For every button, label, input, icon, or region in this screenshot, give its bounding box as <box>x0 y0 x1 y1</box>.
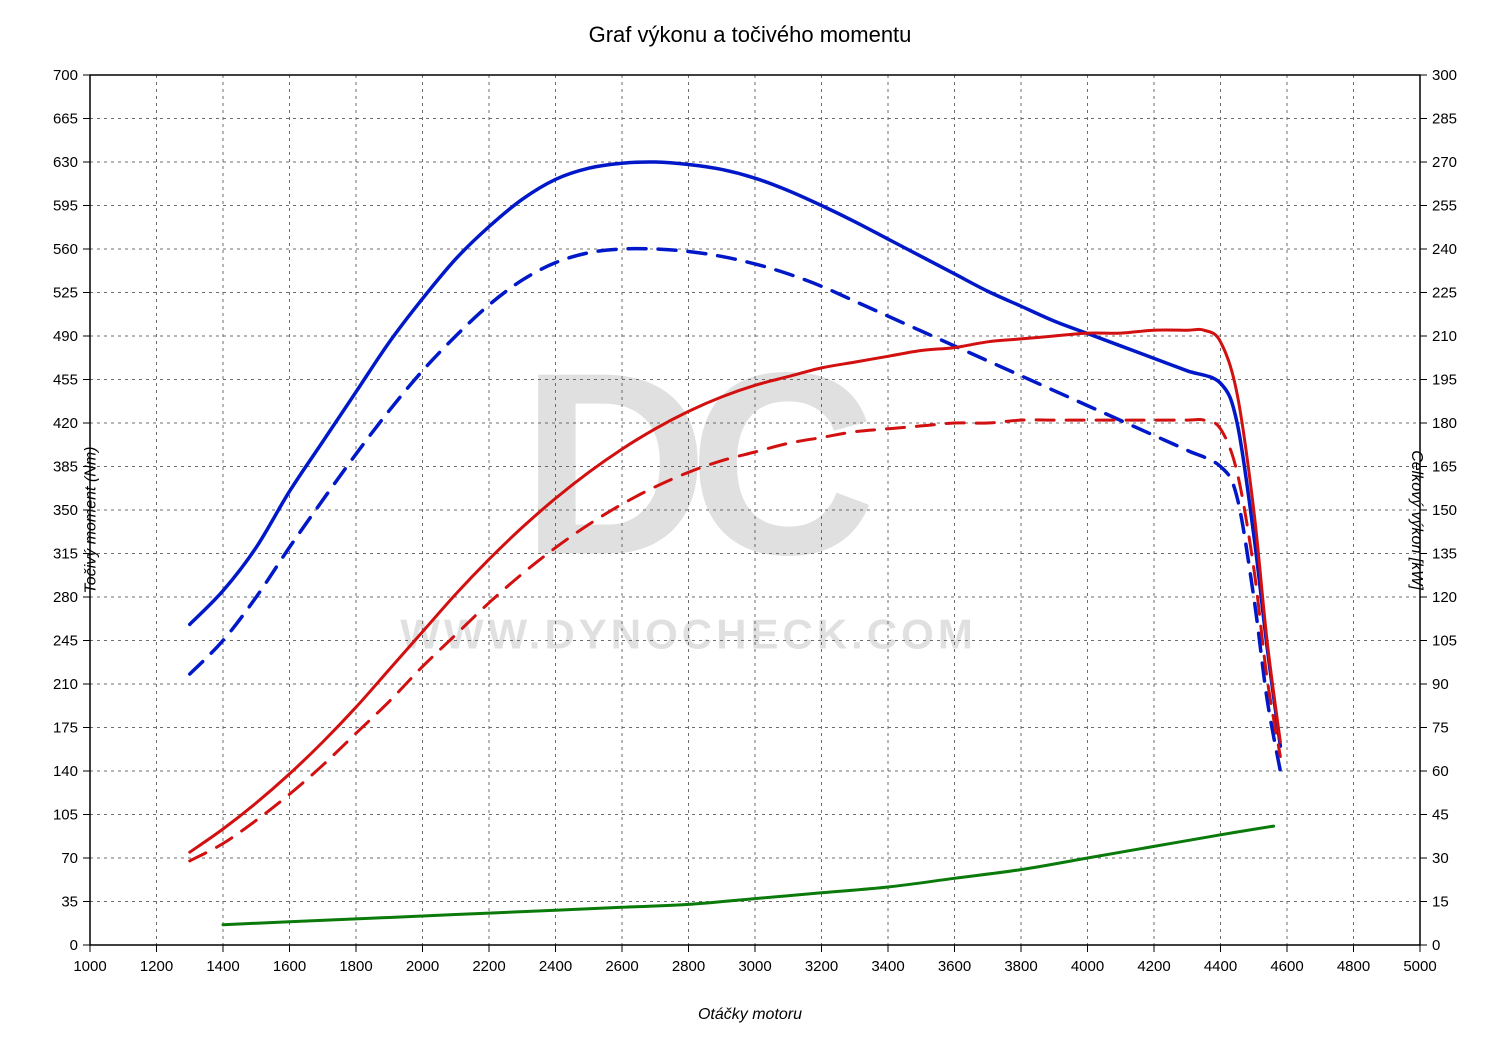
svg-text:0: 0 <box>1432 937 1440 954</box>
svg-text:1400: 1400 <box>206 958 239 975</box>
svg-text:665: 665 <box>53 111 78 128</box>
svg-text:175: 175 <box>53 720 78 737</box>
svg-text:300: 300 <box>1432 67 1457 84</box>
svg-text:280: 280 <box>53 589 78 606</box>
svg-text:3200: 3200 <box>805 958 838 975</box>
svg-text:4800: 4800 <box>1337 958 1370 975</box>
svg-text:1800: 1800 <box>339 958 372 975</box>
svg-text:1600: 1600 <box>273 958 306 975</box>
svg-text:4200: 4200 <box>1137 958 1170 975</box>
svg-text:3800: 3800 <box>1004 958 1037 975</box>
svg-text:4000: 4000 <box>1071 958 1104 975</box>
svg-text:105: 105 <box>1432 633 1457 650</box>
svg-text:315: 315 <box>53 546 78 563</box>
svg-text:3000: 3000 <box>738 958 771 975</box>
dyno-chart: Graf výkonu a točivého momentu Točivý mo… <box>0 0 1500 1040</box>
svg-text:3400: 3400 <box>871 958 904 975</box>
svg-text:700: 700 <box>53 67 78 84</box>
svg-text:70: 70 <box>61 850 78 867</box>
svg-text:180: 180 <box>1432 415 1457 432</box>
svg-text:45: 45 <box>1432 807 1449 824</box>
svg-text:4400: 4400 <box>1204 958 1237 975</box>
svg-text:420: 420 <box>53 415 78 432</box>
svg-text:1200: 1200 <box>140 958 173 975</box>
svg-text:255: 255 <box>1432 198 1457 215</box>
svg-text:350: 350 <box>53 502 78 519</box>
svg-text:560: 560 <box>53 241 78 258</box>
svg-text:60: 60 <box>1432 763 1449 780</box>
series-loss-solid <box>223 826 1274 925</box>
svg-text:455: 455 <box>53 372 78 389</box>
svg-text:490: 490 <box>53 328 78 345</box>
svg-text:385: 385 <box>53 459 78 476</box>
svg-text:225: 225 <box>1432 285 1457 302</box>
svg-text:105: 105 <box>53 807 78 824</box>
svg-text:4600: 4600 <box>1270 958 1303 975</box>
svg-text:2800: 2800 <box>672 958 705 975</box>
svg-text:140: 140 <box>53 763 78 780</box>
svg-text:2400: 2400 <box>539 958 572 975</box>
svg-text:15: 15 <box>1432 894 1449 911</box>
svg-text:35: 35 <box>61 894 78 911</box>
svg-text:90: 90 <box>1432 676 1449 693</box>
plot-svg: DCWWW.DYNOCHECK.COM100012001400160018002… <box>0 0 1500 1040</box>
svg-text:630: 630 <box>53 154 78 171</box>
svg-text:240: 240 <box>1432 241 1457 258</box>
svg-text:2000: 2000 <box>406 958 439 975</box>
svg-text:135: 135 <box>1432 546 1457 563</box>
svg-text:285: 285 <box>1432 111 1457 128</box>
svg-text:1000: 1000 <box>73 958 106 975</box>
svg-text:525: 525 <box>53 285 78 302</box>
svg-text:195: 195 <box>1432 372 1457 389</box>
svg-text:210: 210 <box>1432 328 1457 345</box>
svg-text:2600: 2600 <box>605 958 638 975</box>
svg-text:165: 165 <box>1432 459 1457 476</box>
svg-text:150: 150 <box>1432 502 1457 519</box>
svg-text:270: 270 <box>1432 154 1457 171</box>
svg-text:5000: 5000 <box>1403 958 1436 975</box>
svg-text:DC: DC <box>521 320 872 610</box>
svg-text:0: 0 <box>70 937 78 954</box>
svg-text:30: 30 <box>1432 850 1449 867</box>
svg-text:3600: 3600 <box>938 958 971 975</box>
svg-text:245: 245 <box>53 633 78 650</box>
svg-text:595: 595 <box>53 198 78 215</box>
svg-text:120: 120 <box>1432 589 1457 606</box>
svg-text:2200: 2200 <box>472 958 505 975</box>
svg-text:210: 210 <box>53 676 78 693</box>
svg-text:75: 75 <box>1432 720 1449 737</box>
